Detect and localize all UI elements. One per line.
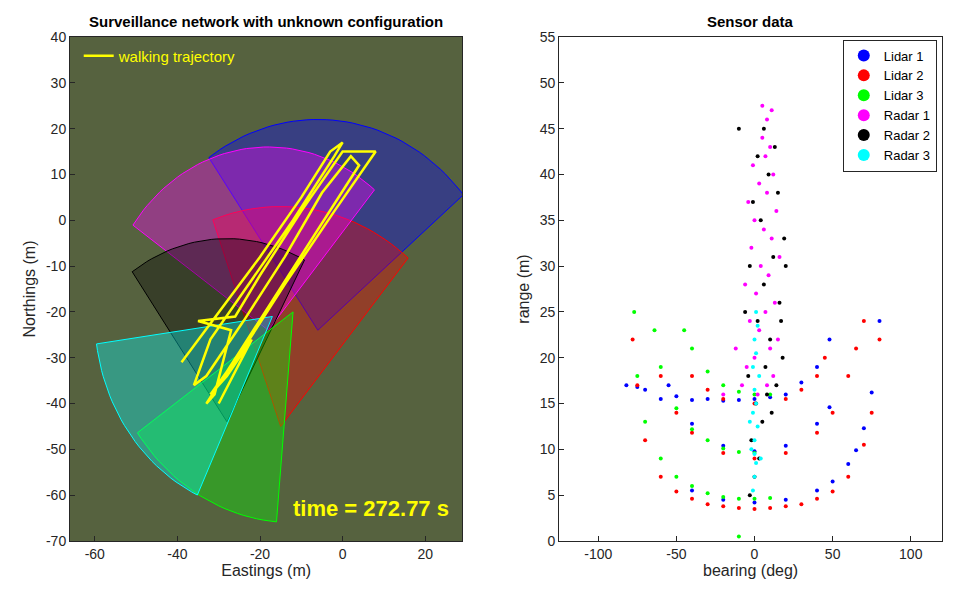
svg-text:40: 40 bbox=[540, 166, 556, 182]
svg-text:40: 40 bbox=[51, 29, 67, 45]
svg-text:-20: -20 bbox=[46, 304, 66, 320]
svg-text:45: 45 bbox=[540, 121, 556, 137]
svg-text:0: 0 bbox=[751, 546, 759, 562]
svg-text:-10: -10 bbox=[46, 258, 66, 274]
svg-text:-60: -60 bbox=[46, 487, 66, 503]
svg-text:bearing (deg): bearing (deg) bbox=[703, 562, 798, 579]
svg-text:100: 100 bbox=[899, 546, 923, 562]
svg-text:50: 50 bbox=[540, 75, 556, 91]
svg-text:15: 15 bbox=[540, 395, 556, 411]
svg-text:20: 20 bbox=[51, 121, 67, 137]
svg-text:20: 20 bbox=[417, 546, 433, 562]
svg-text:10: 10 bbox=[51, 166, 67, 182]
svg-text:35: 35 bbox=[540, 212, 556, 228]
svg-text:Lidar 2: Lidar 2 bbox=[884, 68, 924, 83]
svg-text:Northings (m): Northings (m) bbox=[21, 241, 38, 338]
svg-text:Eastings (m): Eastings (m) bbox=[221, 562, 311, 579]
svg-text:-20: -20 bbox=[250, 546, 270, 562]
svg-text:25: 25 bbox=[540, 304, 556, 320]
svg-text:Radar 3: Radar 3 bbox=[884, 148, 930, 163]
svg-text:walking trajectory: walking trajectory bbox=[118, 48, 235, 65]
svg-text:50: 50 bbox=[825, 546, 841, 562]
svg-text:Radar 1: Radar 1 bbox=[884, 108, 930, 123]
svg-text:Radar 2: Radar 2 bbox=[884, 128, 930, 143]
svg-text:Lidar 3: Lidar 3 bbox=[884, 88, 924, 103]
svg-text:0: 0 bbox=[339, 546, 347, 562]
svg-text:0: 0 bbox=[58, 212, 66, 228]
svg-text:-40: -40 bbox=[167, 546, 187, 562]
svg-text:30: 30 bbox=[51, 75, 67, 91]
svg-text:10: 10 bbox=[540, 441, 556, 457]
svg-text:-40: -40 bbox=[46, 395, 66, 411]
svg-text:Lidar 1: Lidar 1 bbox=[884, 49, 924, 64]
svg-text:range (m): range (m) bbox=[515, 254, 532, 323]
svg-text:30: 30 bbox=[540, 258, 556, 274]
svg-text:-100: -100 bbox=[584, 546, 612, 562]
svg-text:-60: -60 bbox=[85, 546, 105, 562]
svg-text:-30: -30 bbox=[46, 350, 66, 366]
svg-text:-50: -50 bbox=[46, 441, 66, 457]
svg-text:time = 272.77 s: time = 272.77 s bbox=[293, 496, 449, 521]
svg-text:-70: -70 bbox=[46, 533, 66, 549]
svg-text:-50: -50 bbox=[666, 546, 686, 562]
svg-text:55: 55 bbox=[540, 29, 556, 45]
svg-text:Sensor data: Sensor data bbox=[707, 13, 794, 30]
svg-text:5: 5 bbox=[548, 487, 556, 503]
svg-text:Surveillance network with unkn: Surveillance network with unknown config… bbox=[89, 13, 443, 30]
svg-text:0: 0 bbox=[548, 533, 556, 549]
svg-text:20: 20 bbox=[540, 350, 556, 366]
